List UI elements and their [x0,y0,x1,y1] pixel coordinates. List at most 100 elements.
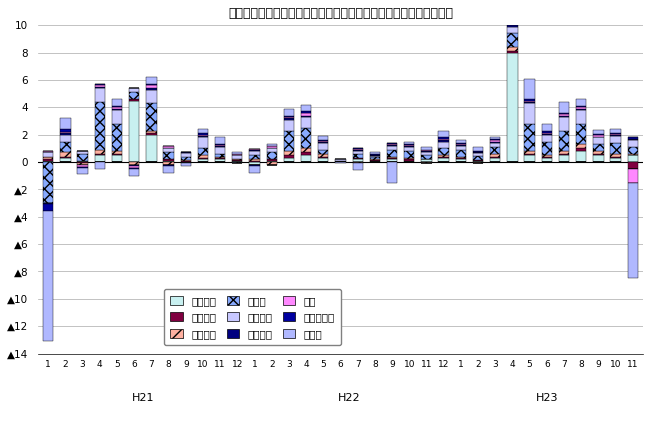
Bar [507,25,517,27]
Bar [370,156,380,157]
Bar [129,169,139,176]
Bar [198,137,208,148]
Bar [284,158,294,162]
Bar [456,158,466,159]
Bar [215,146,226,147]
Bar [525,154,535,155]
Bar [628,140,638,147]
Bar [507,51,517,53]
Bar [387,158,397,159]
Bar [352,148,363,149]
Bar [507,19,517,22]
Bar [559,115,569,117]
Bar [576,109,586,110]
Bar [95,86,105,87]
Bar [146,89,157,103]
Bar [352,159,363,162]
Bar [198,155,208,158]
Bar [507,53,517,162]
Bar [95,102,105,150]
Bar [266,143,277,146]
Bar [352,163,363,170]
Bar [181,152,191,153]
Bar [198,135,208,136]
Bar [404,147,415,151]
Bar [525,79,535,99]
Bar [112,110,122,124]
Bar [576,107,586,109]
Bar [387,145,397,146]
Bar [507,47,517,51]
Bar [490,154,501,156]
Bar [559,102,569,113]
Bar [163,152,174,159]
Bar [352,151,363,154]
Bar [266,148,277,152]
Bar [490,142,501,143]
Bar [370,157,380,159]
Bar [576,110,586,124]
Bar [559,151,569,154]
Bar [490,143,501,147]
Bar [266,146,277,148]
Bar [215,154,226,156]
Bar [250,162,260,165]
Bar [43,156,53,159]
Bar [559,117,569,130]
Bar [198,159,208,162]
Bar [541,124,552,131]
Bar [181,153,191,157]
Bar [60,135,71,142]
Bar [250,151,260,155]
Bar [163,148,174,152]
Bar [112,106,122,107]
Bar [129,166,139,168]
Bar [250,165,260,166]
Bar [628,147,638,154]
Bar [43,211,53,341]
Bar [541,133,552,134]
Bar [95,150,105,154]
Bar [525,124,535,151]
Bar [266,159,277,161]
Text: H22: H22 [338,393,360,403]
Bar [490,156,501,158]
Bar [421,162,432,163]
Bar [60,152,71,156]
Bar [232,161,242,162]
Bar [43,159,53,161]
Bar [301,155,311,162]
Bar [370,154,380,155]
Bar [181,163,191,166]
Bar [421,151,432,152]
Bar [198,129,208,133]
Bar [232,160,242,161]
Title: 三重県鉱工業生産の業種別前月比寄与度の推移（季節調整済指数）: 三重県鉱工業生産の業種別前月比寄与度の推移（季節調整済指数） [228,7,453,20]
Bar [163,165,174,166]
Bar [301,152,311,155]
Bar [541,156,552,158]
Bar [250,161,260,162]
Bar [112,154,122,155]
Bar [352,154,363,158]
Bar [232,154,242,155]
Bar [163,166,174,173]
Bar [593,155,603,162]
Bar [576,106,586,107]
Bar [421,152,432,155]
Bar [525,101,535,102]
Text: H21: H21 [131,393,154,403]
Bar [335,159,346,161]
Bar [370,152,380,154]
Bar [60,129,71,132]
Bar [439,156,448,158]
Bar [490,137,501,140]
Bar [112,107,122,109]
Bar [146,130,157,133]
Bar [525,99,535,101]
Bar [266,162,277,165]
Bar [404,159,415,161]
Bar [387,146,397,150]
Bar [439,158,448,162]
Bar [456,146,466,150]
